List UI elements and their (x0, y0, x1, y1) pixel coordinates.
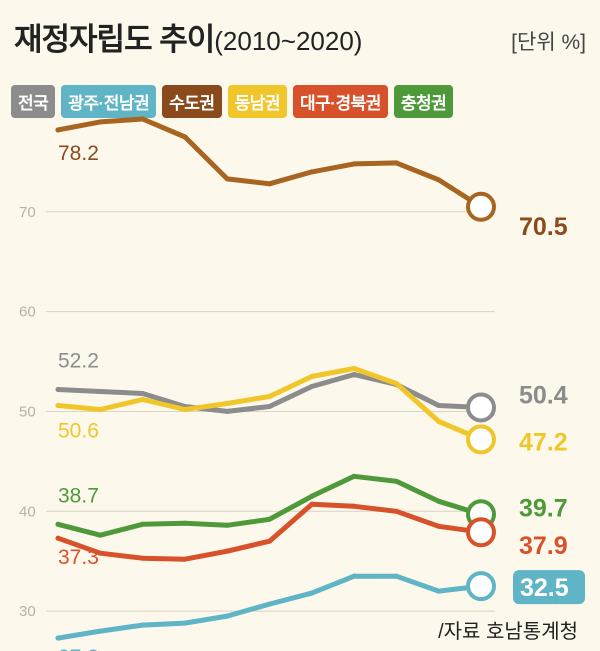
data-point-dongnam-2013 (182, 406, 188, 412)
y-tick-label-70: 70 (19, 204, 36, 221)
data-point-dongnam-2012 (140, 396, 146, 402)
chart-title: 재정자립도 추이(2010~2020) (14, 14, 362, 59)
data-point-daegu-gyeongbuk-2014 (224, 548, 230, 554)
start-label-capital: 78.2 (58, 142, 99, 165)
data-point-chungcheong-2010 (55, 521, 61, 527)
data-point-chungcheong-2019 (436, 498, 442, 504)
data-point-chungcheong-2017 (351, 473, 357, 479)
data-point-dongnam-2018 (393, 380, 399, 386)
end-marker-dongnam (466, 424, 496, 455)
data-point-national-2015 (267, 403, 272, 409)
data-point-chungcheong-2012 (140, 521, 146, 527)
data-point-gwangju-jeonnam-2013 (182, 620, 188, 626)
data-point-national-2011 (97, 388, 103, 394)
data-point-dongnam-2010 (55, 402, 61, 408)
data-point-capital-2014 (224, 176, 230, 182)
legend-item-chungcheong: 충청권 (393, 85, 454, 118)
data-point-capital-2010 (55, 127, 61, 133)
data-point-national-2010 (55, 386, 61, 392)
end-label-box-gwangju-jeonnam (513, 570, 585, 605)
data-point-daegu-gyeongbuk-2018 (393, 508, 399, 514)
end-label-dongnam: 47.2 (519, 428, 568, 456)
data-point-dongnam-2019 (436, 418, 442, 424)
data-point-dongnam-2017 (351, 366, 357, 372)
series-line-gwangju-jeonnam (55, 573, 484, 641)
end-marker-national (466, 392, 496, 423)
start-label-national: 52.2 (58, 349, 99, 372)
legend: 전국 광주·전남권 수도권 동남권 대구·경북권 충청권 (11, 85, 592, 118)
start-label-chungcheong: 38.7 (58, 484, 99, 507)
data-point-gwangju-jeonnam-2018 (393, 573, 399, 579)
end-marker-daegu-gyeongbuk (466, 517, 496, 548)
data-point-dongnam-2014 (224, 400, 230, 406)
chart-title-range: (2010~2020) (214, 26, 363, 56)
end-marker-gwangju-jeonnam (466, 571, 496, 602)
data-point-national-2017 (351, 372, 357, 378)
data-point-daegu-gyeongbuk-2015 (267, 538, 272, 544)
data-point-daegu-gyeongbuk-2012 (140, 555, 146, 561)
data-point-capital-2015 (267, 181, 272, 187)
y-tick-label-40: 40 (19, 503, 36, 520)
data-point-capital-2012 (140, 116, 146, 122)
data-point-daegu-gyeongbuk-2017 (351, 503, 357, 509)
data-point-gwangju-jeonnam-2012 (140, 622, 146, 628)
data-point-chungcheong-2011 (97, 532, 103, 538)
data-point-national-2014 (224, 408, 230, 414)
start-label-dongnam: 50.6 (58, 419, 99, 442)
data-point-capital-2018 (393, 160, 399, 166)
end-label-capital: 70.5 (519, 213, 568, 241)
y-tick-label-60: 60 (19, 304, 36, 321)
data-point-chungcheong-2018 (393, 478, 399, 484)
data-point-national-2012 (140, 390, 146, 396)
data-point-gwangju-jeonnam-2010 (55, 635, 61, 641)
data-point-gwangju-jeonnam-2015 (267, 601, 272, 607)
series-line-capital (55, 116, 484, 210)
data-point-capital-2019 (436, 177, 442, 183)
data-point-capital-2016 (309, 169, 315, 175)
data-point-gwangju-jeonnam-2017 (351, 573, 357, 579)
legend-item-capital: 수도권 (162, 85, 222, 118)
data-point-daegu-gyeongbuk-2019 (436, 523, 442, 529)
y-tick-label-50: 50 (19, 403, 36, 420)
data-point-gwangju-jeonnam-2016 (309, 590, 315, 596)
data-point-dongnam-2016 (309, 374, 315, 380)
end-label-gwangju-jeonnam: 32.5 (520, 574, 569, 602)
data-point-capital-2011 (97, 119, 103, 125)
data-point-gwangju-jeonnam-2014 (224, 613, 230, 619)
unit-label: [단위 %] (511, 31, 586, 54)
data-point-gwangju-jeonnam-2019 (436, 588, 442, 594)
end-marker-capital (466, 191, 496, 222)
data-point-national-2019 (436, 402, 442, 408)
y-tick-label-30: 30 (19, 603, 36, 620)
series-line-chungcheong (55, 473, 484, 538)
data-point-gwangju-jeonnam-2011 (97, 628, 103, 634)
start-label-daegu-gyeongbuk: 37.3 (58, 546, 99, 569)
start-label-gwangju-jeonnam: 27.3 (58, 646, 99, 651)
end-label-national: 50.4 (519, 381, 568, 409)
data-point-chungcheong-2016 (309, 493, 315, 499)
data-point-dongnam-2015 (267, 393, 272, 399)
data-point-daegu-gyeongbuk-2016 (309, 501, 315, 507)
data-point-chungcheong-2015 (267, 516, 272, 522)
data-point-capital-2017 (351, 161, 357, 167)
data-point-chungcheong-2014 (224, 522, 230, 528)
legend-item-dongnam: 동남권 (227, 85, 287, 118)
end-label-chungcheong: 39.7 (519, 494, 568, 522)
data-point-chungcheong-2013 (182, 520, 188, 526)
data-point-daegu-gyeongbuk-2010 (55, 535, 61, 541)
end-label-daegu-gyeongbuk: 37.9 (519, 532, 568, 560)
data-point-daegu-gyeongbuk-2011 (97, 550, 103, 556)
data-point-dongnam-2011 (97, 406, 103, 412)
data-point-national-2016 (309, 383, 315, 389)
chart-title-main: 재정자립도 추이 (14, 22, 215, 57)
data-point-capital-2013 (182, 134, 188, 140)
source-note: /자료 호남통계청 (438, 621, 578, 643)
data-point-daegu-gyeongbuk-2013 (182, 556, 188, 562)
legend-item-national: 전국 (11, 85, 56, 118)
legend-item-daegu-gyeongbuk: 대구·경북권 (293, 85, 388, 118)
legend-item-gwangju-jeonnam: 광주·전남권 (61, 85, 157, 118)
